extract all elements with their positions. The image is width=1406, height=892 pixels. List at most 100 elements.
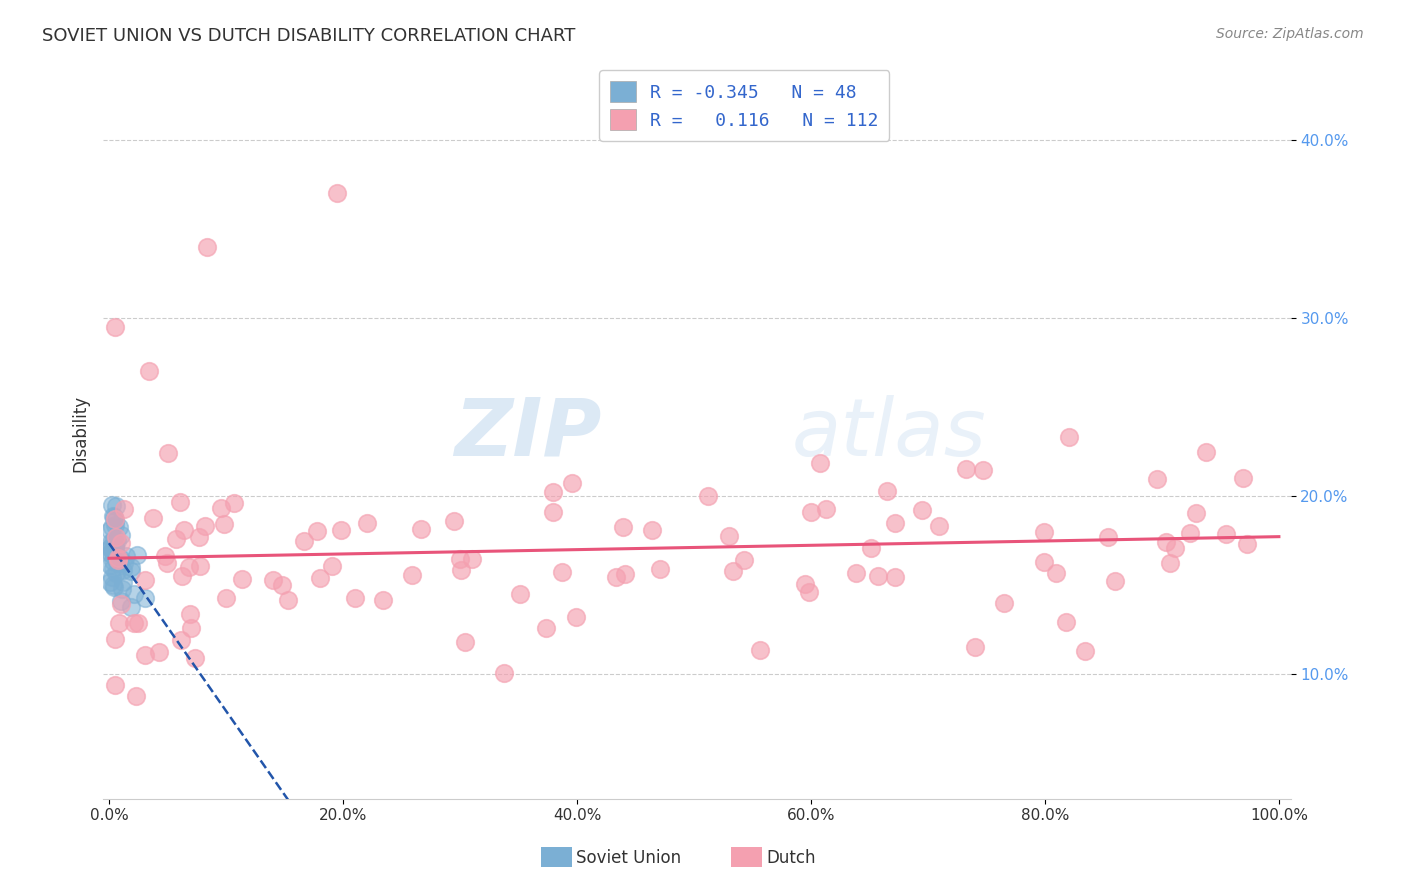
Point xyxy=(125,689,148,703)
Point xyxy=(112,501,135,516)
Point xyxy=(329,523,352,537)
Point xyxy=(124,615,146,630)
Point xyxy=(108,616,131,631)
Text: SOVIET UNION VS DUTCH DISABILITY CORRELATION CHART: SOVIET UNION VS DUTCH DISABILITY CORRELA… xyxy=(42,27,575,45)
Point xyxy=(551,566,574,580)
Point xyxy=(98,546,121,560)
Point xyxy=(371,593,394,607)
Point xyxy=(110,597,132,611)
Point xyxy=(98,575,121,590)
Point xyxy=(612,520,634,534)
Point xyxy=(108,520,131,534)
Point xyxy=(179,560,201,574)
Point xyxy=(561,475,583,490)
Point xyxy=(103,534,125,549)
Point xyxy=(125,549,148,563)
Point xyxy=(1146,472,1168,486)
Point xyxy=(107,551,129,566)
Point xyxy=(180,621,202,635)
Point xyxy=(101,570,124,584)
Point xyxy=(1154,535,1177,549)
Point xyxy=(292,533,315,548)
Point xyxy=(1215,527,1237,541)
Point xyxy=(494,665,516,680)
Point xyxy=(1104,574,1126,589)
Point xyxy=(104,549,127,563)
Point xyxy=(153,549,176,564)
Text: atlas: atlas xyxy=(792,394,987,473)
Point xyxy=(321,559,343,574)
Point xyxy=(212,516,235,531)
Text: Dutch: Dutch xyxy=(766,849,815,867)
Point xyxy=(277,592,299,607)
Point xyxy=(1164,541,1187,556)
Point xyxy=(605,570,627,584)
Point xyxy=(1236,537,1258,551)
Point xyxy=(449,552,471,566)
Point xyxy=(461,551,484,566)
Point xyxy=(1054,615,1077,629)
Point xyxy=(911,503,934,517)
Point xyxy=(104,540,127,554)
Point xyxy=(112,575,135,590)
Point xyxy=(115,549,138,563)
Point xyxy=(156,557,179,571)
Point xyxy=(120,559,142,574)
Point xyxy=(1033,555,1056,569)
Point xyxy=(108,556,131,570)
Point xyxy=(401,568,423,582)
Point xyxy=(148,645,170,659)
Point xyxy=(134,591,156,605)
Point xyxy=(110,594,132,608)
Point xyxy=(104,319,127,334)
Point xyxy=(101,578,124,592)
Point xyxy=(157,445,180,459)
Point xyxy=(105,499,128,513)
Point xyxy=(717,529,740,543)
Point xyxy=(993,596,1015,610)
Point xyxy=(534,622,557,636)
Point xyxy=(104,530,127,544)
Point xyxy=(845,566,868,580)
Point xyxy=(866,569,889,583)
Point xyxy=(231,572,253,586)
Point xyxy=(800,506,823,520)
Text: ZIP: ZIP xyxy=(454,394,602,473)
Point xyxy=(120,600,142,615)
Point xyxy=(100,546,122,560)
Text: Soviet Union: Soviet Union xyxy=(576,849,682,867)
Point xyxy=(543,504,565,518)
Point xyxy=(104,550,127,565)
Point xyxy=(188,558,211,573)
Point xyxy=(224,495,246,509)
Legend: R = -0.345   N = 48, R =   0.116   N = 112: R = -0.345 N = 48, R = 0.116 N = 112 xyxy=(599,70,889,141)
Point xyxy=(270,578,292,592)
Point xyxy=(1232,471,1254,485)
Point xyxy=(733,553,755,567)
Point xyxy=(963,640,986,654)
Point xyxy=(104,514,127,528)
Point xyxy=(1195,445,1218,459)
Point xyxy=(103,510,125,524)
Point xyxy=(108,550,131,565)
Point xyxy=(179,607,201,621)
Point xyxy=(165,533,187,547)
Point xyxy=(98,558,121,573)
Point xyxy=(103,580,125,594)
Point xyxy=(309,571,332,585)
Point xyxy=(101,560,124,574)
Point xyxy=(972,463,994,477)
Point xyxy=(110,527,132,541)
Point xyxy=(1185,506,1208,520)
Point xyxy=(884,516,907,530)
Point xyxy=(105,566,128,581)
Point xyxy=(876,484,898,499)
Point xyxy=(98,541,121,556)
Point xyxy=(749,643,772,657)
Point xyxy=(104,678,127,692)
Point xyxy=(127,615,149,630)
Point xyxy=(134,648,156,663)
Point xyxy=(121,564,143,578)
Y-axis label: Disability: Disability xyxy=(72,395,89,472)
Point xyxy=(344,591,367,605)
